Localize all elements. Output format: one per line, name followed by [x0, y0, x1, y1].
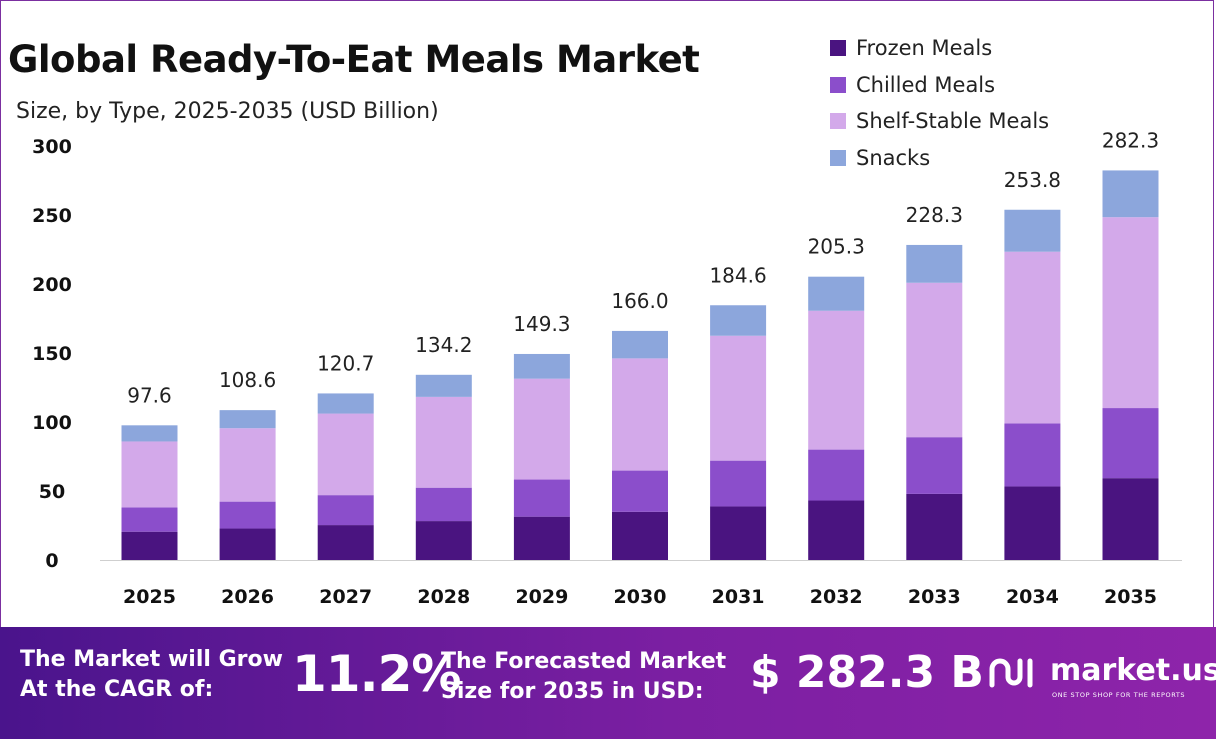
bar-chilled-meals-2031 [710, 460, 767, 507]
legend-label-chilled-meals: Chilled Meals [856, 72, 996, 97]
total-label-2032: 205.3 [808, 235, 865, 259]
y-tick-label-150: 150 [32, 343, 72, 365]
bar-shelf-stable-meals-2033 [906, 282, 963, 438]
bar-shelf-stable-meals-2035 [1102, 217, 1159, 409]
y-tick-label-300: 300 [32, 136, 72, 158]
bar-frozen-meals-2034 [1004, 486, 1061, 560]
bar-frozen-meals-2026 [219, 528, 276, 560]
legend-item-snacks: Snacks [830, 140, 1049, 177]
forecast-label-line2: Size for 2035 in USD: [441, 679, 704, 704]
bar-snacks-2026 [219, 410, 276, 429]
bar-snacks-2032 [808, 276, 865, 311]
legend-label-frozen-meals: Frozen Meals [856, 36, 993, 61]
forecast-value: $ 282.3 B [750, 647, 984, 698]
x-tick-label-2032: 2032 [810, 586, 863, 608]
x-tick-label-2033: 2033 [908, 586, 961, 608]
bar-shelf-stable-meals-2031 [710, 335, 767, 461]
x-tick-label-2028: 2028 [417, 586, 470, 608]
x-tick-label-2029: 2029 [515, 586, 568, 608]
chart-subtitle: Size, by Type, 2025-2035 (USD Billion) [16, 99, 439, 124]
x-tick-label-2025: 2025 [123, 586, 176, 608]
bar-snacks-2030 [612, 330, 668, 359]
total-label-2028: 134.2 [415, 333, 472, 357]
market-us-logo-icon [989, 658, 1033, 688]
legend-label-snacks: Snacks [856, 145, 931, 170]
bar-shelf-stable-meals-2025 [121, 441, 178, 508]
bar-frozen-meals-2031 [710, 506, 767, 560]
bar-shelf-stable-meals-2028 [415, 396, 472, 488]
legend-item-shelf-stable-meals: Shelf-Stable Meals [830, 103, 1049, 140]
y-tick-label-250: 250 [32, 205, 72, 227]
x-tick-label-2026: 2026 [221, 586, 274, 608]
y-tick-label-0: 0 [45, 550, 58, 572]
y-tick-label-100: 100 [32, 412, 72, 434]
bar-chilled-meals-2033 [906, 437, 963, 494]
total-label-2027: 120.7 [317, 351, 374, 375]
bar-snacks-2028 [415, 374, 472, 397]
x-tick-label-2027: 2027 [319, 586, 372, 608]
bar-snacks-2025 [121, 425, 178, 442]
total-label-2035: 282.3 [1102, 128, 1159, 152]
brand-tagline: ONE STOP SHOP FOR THE REPORTS [1052, 691, 1186, 699]
total-label-2033: 228.3 [906, 203, 963, 227]
cagr-value: 11.2% [292, 645, 461, 703]
bar-chilled-meals-2032 [808, 449, 865, 501]
legend-item-frozen-meals: Frozen Meals [830, 30, 1049, 67]
summary-banner: The Market will Grow At the CAGR of: 11.… [0, 627, 1216, 739]
total-label-2026: 108.6 [219, 368, 276, 392]
bar-chilled-meals-2029 [513, 479, 570, 517]
bar-snacks-2034 [1004, 209, 1061, 252]
bar-chilled-meals-2025 [121, 507, 178, 532]
x-tick-label-2035: 2035 [1104, 586, 1157, 608]
legend-swatch-snacks [830, 149, 846, 166]
total-label-2031: 184.6 [709, 263, 766, 287]
bar-chilled-meals-2028 [415, 487, 472, 522]
chart-title: Global Ready-To-Eat Meals Market [8, 38, 700, 81]
bar-shelf-stable-meals-2027 [317, 413, 374, 496]
bar-frozen-meals-2029 [513, 516, 570, 560]
bar-snacks-2029 [513, 353, 570, 379]
total-label-2025: 97.6 [127, 383, 172, 407]
y-tick-label-200: 200 [32, 274, 72, 296]
total-label-2034: 253.8 [1004, 168, 1061, 192]
bar-chart: 0 50 100 150 200 250 300 97.6 2025 108.6 2026 120.7… [32, 128, 1182, 608]
bar-shelf-stable-meals-2026 [219, 428, 276, 502]
bar-chilled-meals-2027 [317, 495, 374, 526]
legend-swatch-shelf-stable-meals [830, 113, 846, 130]
bar-frozen-meals-2035 [1102, 478, 1159, 560]
bar-shelf-stable-meals-2034 [1004, 251, 1061, 424]
chart-legend: Frozen Meals Chilled Meals Shelf-Stable … [830, 30, 1049, 176]
cagr-label-line2: At the CAGR of: [20, 677, 214, 702]
bar-snacks-2033 [906, 244, 963, 283]
bar-frozen-meals-2032 [808, 500, 865, 560]
total-label-2030: 166.0 [611, 289, 668, 313]
legend-swatch-chilled-meals [830, 76, 846, 93]
bar-chilled-meals-2034 [1004, 423, 1061, 487]
bar-shelf-stable-meals-2030 [612, 358, 668, 471]
bar-shelf-stable-meals-2029 [513, 378, 570, 480]
bar-frozen-meals-2030 [612, 511, 668, 560]
x-tick-label-2031: 2031 [712, 586, 765, 608]
bar-chilled-meals-2026 [219, 501, 276, 529]
bar-shelf-stable-meals-2032 [808, 310, 865, 450]
bar-snacks-2031 [710, 305, 767, 336]
bar-chilled-meals-2030 [612, 470, 668, 512]
bar-frozen-meals-2025 [121, 531, 178, 560]
cagr-label-line1: The Market will Grow [20, 647, 283, 672]
bar-snacks-2027 [317, 393, 374, 414]
legend-swatch-frozen-meals [830, 40, 846, 57]
bar-frozen-meals-2033 [906, 493, 963, 560]
bar-chilled-meals-2035 [1102, 408, 1159, 479]
legend-item-chilled-meals: Chilled Meals [830, 67, 1049, 104]
legend-label-shelf-stable-meals: Shelf-Stable Meals [856, 109, 1050, 134]
forecast-label-line1: The Forecasted Market [441, 649, 727, 674]
x-tick-label-2030: 2030 [614, 586, 667, 608]
bar-frozen-meals-2028 [415, 521, 472, 560]
x-tick-label-2034: 2034 [1006, 586, 1059, 608]
brand-name: market.us [1050, 653, 1216, 688]
y-tick-label-50: 50 [39, 481, 65, 503]
bar-frozen-meals-2027 [317, 525, 374, 560]
total-label-2029: 149.3 [513, 312, 570, 336]
bar-snacks-2035 [1102, 170, 1159, 218]
